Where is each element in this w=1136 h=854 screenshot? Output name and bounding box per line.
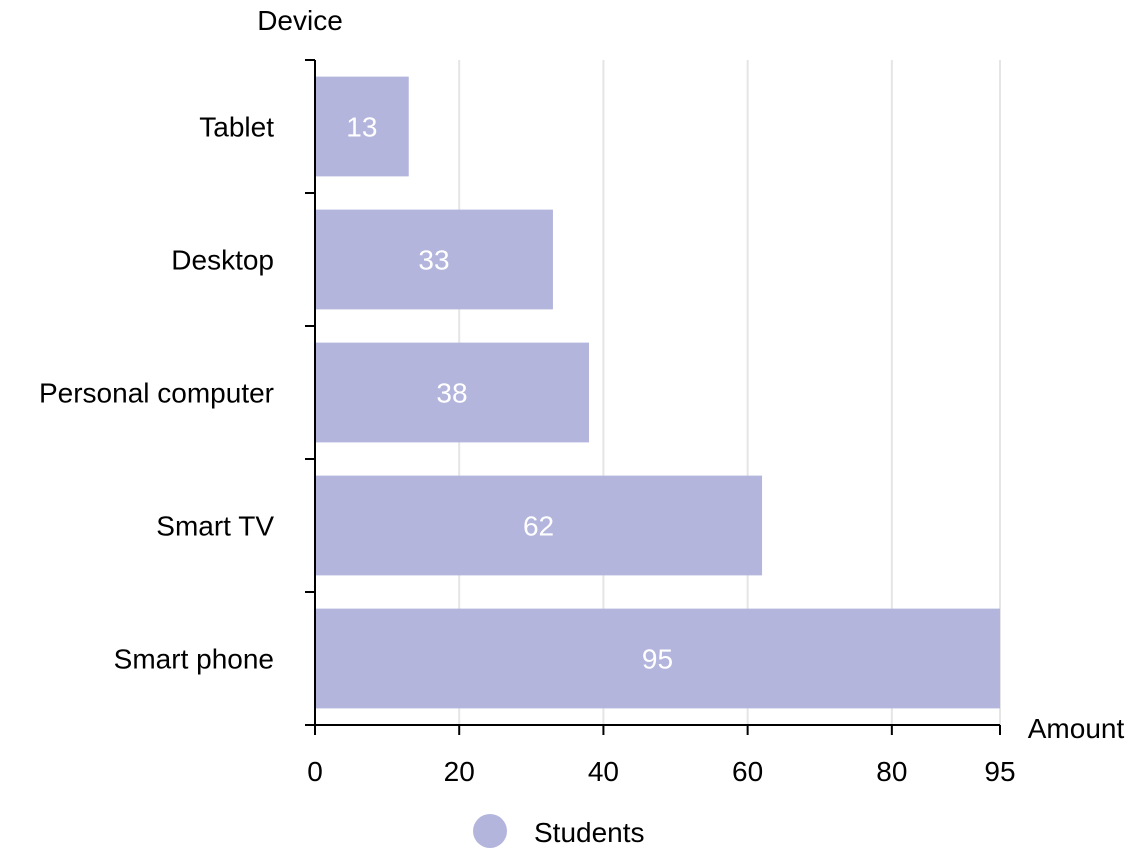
x-axis-ticks: 0 20 40 60 80 95 bbox=[307, 725, 1016, 787]
y-tick-label: Personal computer bbox=[39, 378, 274, 409]
bar-labels: 13 33 38 62 95 bbox=[346, 112, 673, 675]
legend-label: Students bbox=[534, 817, 645, 848]
bars bbox=[315, 76, 1000, 709]
legend[interactable]: Students bbox=[473, 814, 645, 848]
y-tick-label: Smart TV bbox=[156, 511, 274, 542]
y-tick-label: Tablet bbox=[199, 112, 274, 143]
bar[interactable] bbox=[315, 342, 589, 443]
x-tick-label: 40 bbox=[588, 756, 619, 787]
y-axis-ticks: Tablet Desktop Personal computer Smart TV Sm… bbox=[39, 59, 315, 726]
x-tick-label: 60 bbox=[732, 756, 763, 787]
bar[interactable] bbox=[315, 608, 1000, 709]
x-tick-label: 95 bbox=[984, 756, 1015, 787]
x-tick-label: 0 bbox=[307, 756, 323, 787]
y-tick-label: Desktop bbox=[171, 245, 274, 276]
x-tick-label: 80 bbox=[876, 756, 907, 787]
x-axis-title: Amount bbox=[1028, 713, 1125, 744]
bar-value-label: 13 bbox=[346, 112, 377, 143]
bar[interactable] bbox=[315, 76, 409, 177]
bar[interactable] bbox=[315, 475, 763, 576]
legend-marker bbox=[473, 814, 507, 848]
bar-value-label: 38 bbox=[436, 378, 467, 409]
y-tick-label: Smart phone bbox=[114, 644, 274, 675]
bar[interactable] bbox=[315, 209, 553, 310]
bar-value-label: 62 bbox=[523, 511, 554, 542]
bar-value-label: 33 bbox=[418, 245, 449, 276]
y-axis-title: Device bbox=[257, 5, 343, 36]
bar-value-label: 95 bbox=[642, 644, 673, 675]
axes bbox=[305, 60, 1000, 735]
x-tick-label: 20 bbox=[444, 756, 475, 787]
